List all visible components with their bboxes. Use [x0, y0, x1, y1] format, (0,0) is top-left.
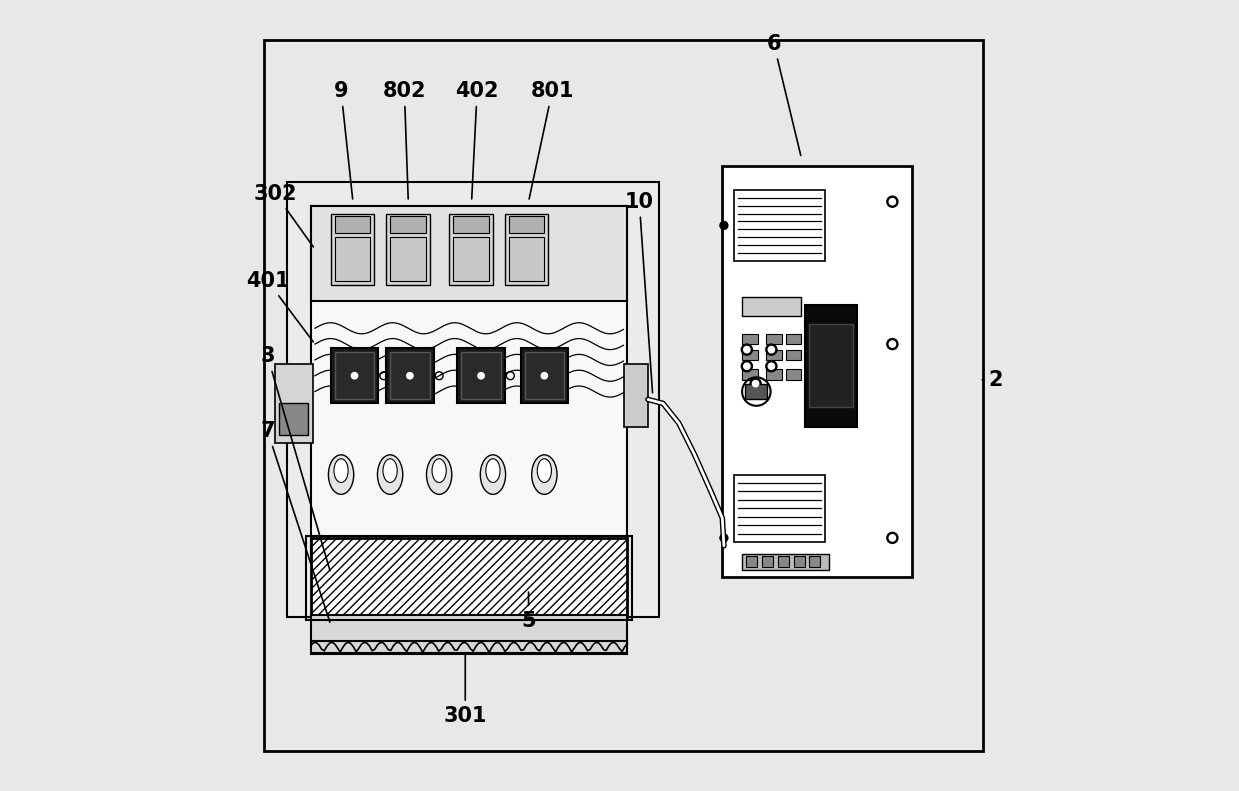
Bar: [335, 216, 370, 233]
Bar: [387, 348, 434, 403]
Ellipse shape: [378, 455, 403, 494]
Circle shape: [743, 346, 750, 353]
Bar: [279, 403, 307, 435]
Bar: [746, 556, 757, 567]
Text: 402: 402: [456, 81, 499, 199]
Bar: [766, 369, 782, 380]
Bar: [335, 237, 370, 281]
Bar: [509, 216, 544, 233]
Bar: [504, 214, 549, 285]
Text: 401: 401: [245, 271, 313, 342]
Bar: [742, 350, 758, 360]
Bar: [742, 369, 758, 380]
Bar: [786, 334, 802, 344]
Bar: [786, 369, 802, 380]
Text: 9: 9: [333, 81, 353, 199]
Bar: [335, 352, 374, 399]
Bar: [735, 190, 825, 261]
Bar: [311, 206, 627, 554]
Circle shape: [406, 373, 413, 379]
Circle shape: [541, 373, 548, 379]
Circle shape: [752, 380, 758, 387]
Circle shape: [768, 346, 774, 353]
Text: 7: 7: [260, 421, 330, 623]
Circle shape: [766, 361, 777, 372]
Ellipse shape: [335, 459, 348, 483]
Bar: [457, 348, 504, 403]
Bar: [722, 166, 912, 577]
Bar: [809, 556, 820, 567]
Circle shape: [887, 196, 898, 207]
Circle shape: [887, 339, 898, 350]
Circle shape: [750, 378, 761, 389]
Bar: [331, 348, 378, 403]
Bar: [742, 334, 758, 344]
Bar: [778, 556, 789, 567]
Text: 302: 302: [254, 184, 313, 247]
Bar: [311, 615, 627, 653]
Circle shape: [890, 341, 896, 347]
Circle shape: [743, 363, 750, 369]
Bar: [390, 237, 426, 281]
Bar: [390, 352, 430, 399]
Ellipse shape: [481, 455, 506, 494]
Ellipse shape: [328, 455, 353, 494]
Bar: [524, 352, 564, 399]
Bar: [450, 214, 493, 285]
Bar: [766, 350, 782, 360]
Ellipse shape: [426, 455, 452, 494]
Bar: [311, 206, 627, 301]
Bar: [746, 384, 767, 399]
Text: 5: 5: [522, 592, 535, 631]
Text: 3: 3: [260, 346, 330, 571]
Text: 10: 10: [624, 191, 654, 392]
Circle shape: [720, 534, 727, 542]
Bar: [735, 475, 825, 542]
Circle shape: [741, 344, 752, 355]
Bar: [624, 364, 648, 427]
Bar: [287, 182, 659, 617]
Bar: [387, 214, 430, 285]
Circle shape: [890, 199, 896, 205]
Circle shape: [768, 363, 774, 369]
Circle shape: [890, 535, 896, 541]
Circle shape: [478, 373, 484, 379]
Text: 301: 301: [444, 653, 487, 726]
Bar: [390, 216, 426, 233]
Bar: [275, 364, 313, 443]
Circle shape: [766, 344, 777, 355]
Bar: [786, 350, 802, 360]
Bar: [306, 536, 632, 620]
Bar: [461, 352, 501, 399]
Bar: [809, 324, 852, 407]
Text: 6: 6: [767, 33, 800, 156]
Bar: [453, 237, 489, 281]
Bar: [805, 305, 857, 427]
Bar: [453, 216, 489, 233]
Bar: [509, 237, 544, 281]
Bar: [766, 334, 782, 344]
Bar: [742, 297, 802, 316]
Bar: [520, 348, 569, 403]
Bar: [331, 214, 374, 285]
Bar: [762, 556, 773, 567]
Circle shape: [352, 373, 358, 379]
Bar: [311, 538, 627, 617]
Ellipse shape: [383, 459, 398, 483]
Bar: [742, 554, 829, 570]
Bar: [793, 556, 804, 567]
Ellipse shape: [538, 459, 551, 483]
Ellipse shape: [486, 459, 501, 483]
Ellipse shape: [432, 459, 446, 483]
Text: 801: 801: [529, 81, 574, 199]
Text: 2: 2: [983, 369, 1002, 390]
Ellipse shape: [532, 455, 558, 494]
Circle shape: [741, 361, 752, 372]
Circle shape: [720, 221, 727, 229]
Text: 802: 802: [383, 81, 426, 199]
Circle shape: [887, 532, 898, 543]
